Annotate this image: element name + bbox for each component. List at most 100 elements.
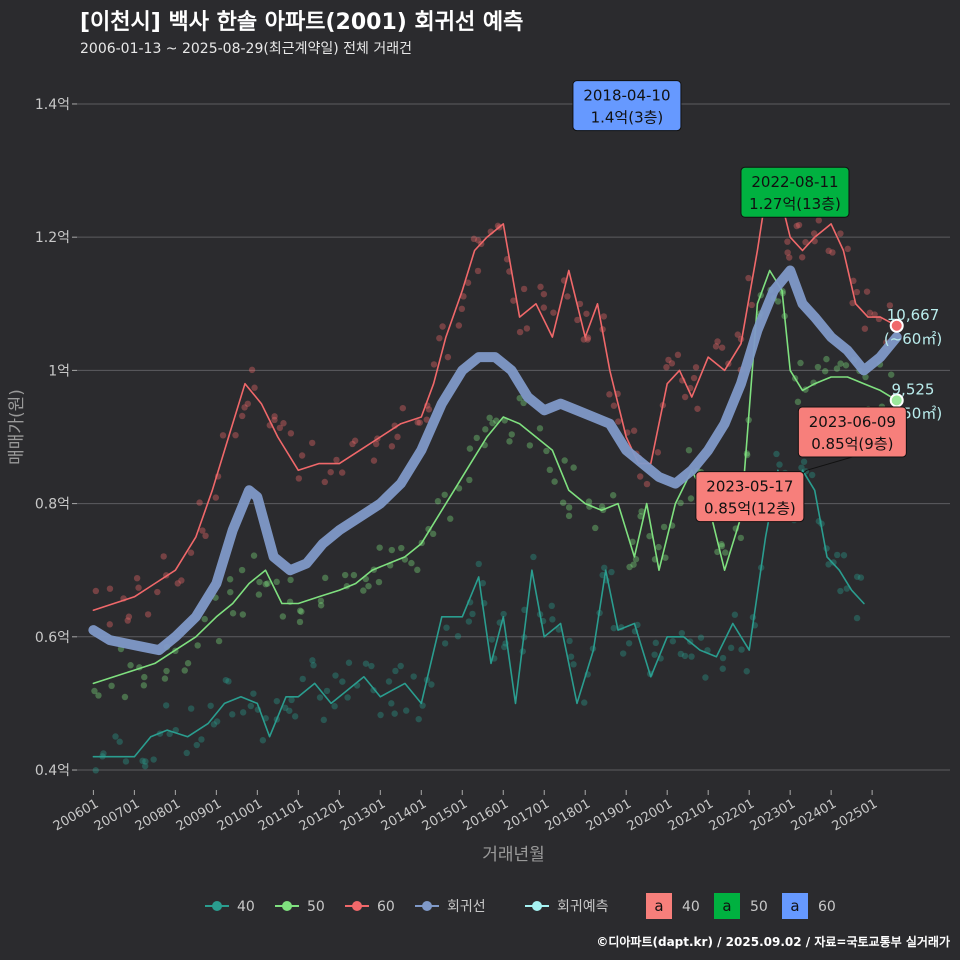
scatter-point bbox=[536, 425, 544, 432]
scatter-point bbox=[125, 613, 133, 620]
scatter-point bbox=[830, 559, 837, 566]
scatter-point bbox=[141, 673, 148, 681]
scatter-point bbox=[458, 305, 466, 313]
scatter-points bbox=[91, 171, 897, 774]
scatter-point bbox=[239, 709, 247, 716]
scatter-point bbox=[853, 288, 861, 296]
scatter-point bbox=[601, 564, 608, 571]
legend-label: 60 bbox=[377, 899, 395, 915]
scatter-point bbox=[423, 416, 430, 423]
scatter-point bbox=[840, 552, 848, 559]
scatter-point bbox=[886, 302, 894, 309]
scatter-point bbox=[800, 458, 808, 465]
scatter-point bbox=[677, 499, 684, 507]
y-tick-label: 0.6억 bbox=[35, 630, 70, 646]
legend-box-label: 50 bbox=[750, 899, 768, 915]
scatter-point bbox=[212, 494, 220, 501]
scatter-point bbox=[871, 311, 878, 318]
scatter-point bbox=[600, 313, 608, 320]
scatter-point bbox=[489, 419, 496, 427]
scatter-point bbox=[866, 309, 874, 316]
annotation-date: 2022-08-11 bbox=[751, 173, 838, 191]
x-tick-label: 200701 bbox=[92, 796, 142, 834]
scatter-point bbox=[465, 618, 473, 625]
scatter-point bbox=[298, 608, 305, 615]
scatter-point bbox=[516, 328, 524, 336]
scatter-point bbox=[814, 363, 822, 371]
scatter-point bbox=[317, 602, 325, 609]
scatter-point bbox=[466, 476, 473, 484]
scatter-point bbox=[837, 230, 844, 237]
scatter-point bbox=[815, 217, 822, 224]
scatter-point bbox=[250, 552, 258, 559]
scatter-point bbox=[719, 654, 727, 662]
scatter-point bbox=[425, 406, 433, 413]
scatter-point bbox=[112, 733, 119, 740]
scatter-point bbox=[92, 587, 100, 595]
scatter-point bbox=[251, 384, 258, 391]
scatter-point bbox=[225, 678, 232, 685]
scatter-point bbox=[345, 659, 353, 666]
x-tick-label: 202501 bbox=[830, 796, 880, 834]
scatter-point bbox=[793, 222, 800, 230]
scatter-point bbox=[678, 629, 686, 637]
scatter-point bbox=[341, 571, 349, 579]
scatter-point bbox=[475, 560, 482, 568]
scatter-point bbox=[501, 643, 508, 651]
series-line-3 bbox=[88, 265, 902, 656]
scatter-point bbox=[349, 440, 356, 448]
scatter-point bbox=[690, 374, 698, 382]
scatter-point bbox=[331, 703, 338, 710]
scatter-point bbox=[663, 363, 670, 371]
scatter-point bbox=[441, 491, 448, 498]
scatter-point bbox=[183, 749, 190, 757]
scatter-point bbox=[256, 578, 263, 586]
x-tick-label: 201701 bbox=[502, 796, 552, 834]
scatter-point bbox=[488, 636, 496, 643]
scatter-point bbox=[229, 711, 236, 718]
y-tick-label: 0.4억 bbox=[35, 763, 70, 779]
scatter-point bbox=[193, 741, 200, 749]
scatter-point bbox=[540, 290, 548, 298]
scatter-point bbox=[652, 639, 660, 647]
side-label-price: 9,525 bbox=[892, 380, 935, 398]
scatter-point bbox=[140, 682, 148, 689]
scatter-point bbox=[298, 452, 306, 459]
scatter-point bbox=[247, 702, 255, 710]
scatter-point bbox=[567, 653, 575, 660]
scatter-point bbox=[344, 694, 351, 701]
scatter-point bbox=[464, 279, 472, 286]
x-tick-label: 202301 bbox=[748, 796, 798, 834]
scatter-point bbox=[388, 700, 395, 707]
scatter-point bbox=[287, 430, 295, 437]
scatter-point bbox=[398, 544, 405, 552]
scatter-point bbox=[388, 443, 396, 450]
annotation-date: 2023-06-09 bbox=[809, 413, 896, 431]
scatter-point bbox=[241, 404, 248, 411]
scatter-point bbox=[692, 364, 700, 371]
scatter-point bbox=[160, 553, 167, 560]
scatter-point bbox=[339, 678, 346, 685]
scatter-point bbox=[810, 230, 818, 237]
forecast-points bbox=[889, 318, 904, 408]
scatter-point bbox=[798, 254, 806, 261]
scatter-point bbox=[370, 457, 378, 464]
scatter-point bbox=[227, 588, 234, 596]
scatter-point bbox=[121, 693, 129, 701]
scatter-point bbox=[394, 433, 401, 441]
scatter-point bbox=[174, 580, 181, 587]
scatter-point bbox=[215, 637, 223, 645]
scatter-point bbox=[100, 750, 107, 757]
scatter-point bbox=[276, 424, 284, 432]
scatter-point bbox=[584, 336, 591, 343]
scatter-point bbox=[850, 277, 857, 285]
scatter-point bbox=[608, 568, 615, 576]
scatter-point bbox=[506, 438, 513, 445]
scatter-point bbox=[248, 366, 256, 374]
scatter-point bbox=[338, 469, 346, 476]
scatter-point bbox=[570, 464, 577, 471]
forecast-point bbox=[889, 393, 904, 408]
grid-lines bbox=[77, 103, 950, 771]
scatter-point bbox=[474, 267, 482, 275]
scatter-point bbox=[784, 249, 791, 256]
